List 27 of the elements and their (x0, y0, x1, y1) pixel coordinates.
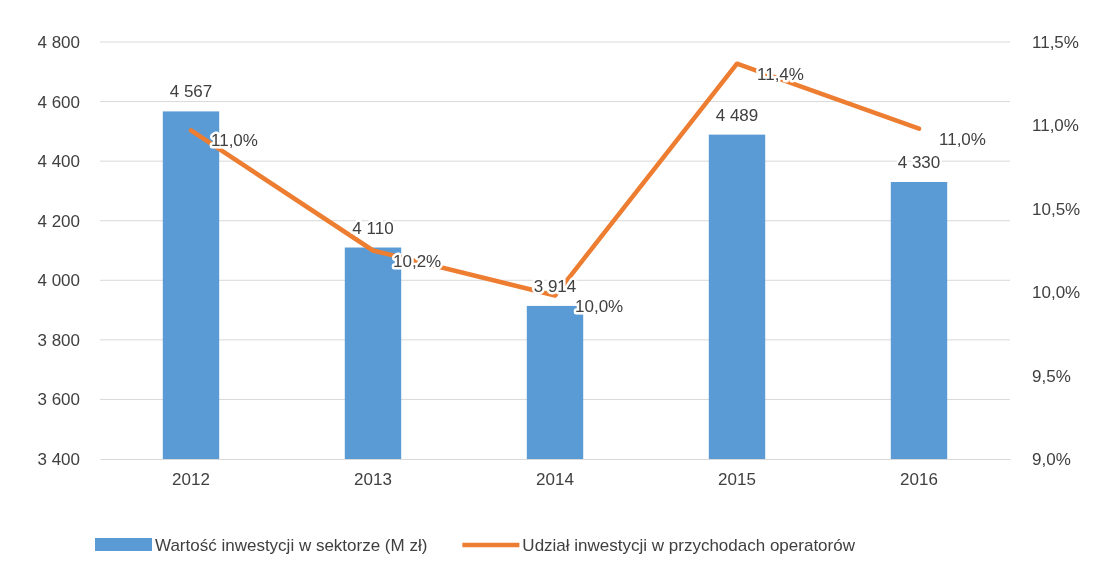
legend-label: Udział inwestycji w przychodach operatorów (522, 536, 856, 555)
y2-tick-label: 9,5% (1032, 366, 1071, 386)
y-tick-label: 4 200 (37, 211, 80, 231)
data-label: 4 110 (352, 218, 394, 238)
y2-tick-label: 10,5% (1032, 199, 1081, 219)
y-tick-label: 3 800 (37, 330, 80, 350)
y2-tick-label: 11,0% (1032, 116, 1079, 136)
x-tick-label: 2016 (900, 470, 938, 490)
data-label: 11,0% (939, 129, 986, 149)
y2-tick-label: 10,0% (1032, 283, 1081, 303)
data-label: 10,0% (575, 296, 624, 316)
data-label: 4 567 (169, 82, 213, 102)
x-tick-label: 2012 (172, 470, 210, 490)
y-tick-label: 3 400 (37, 449, 80, 469)
legend-label: Wartość inwestycji w sektorze (M zł) (155, 536, 428, 555)
data-label: 4 489 (715, 105, 759, 125)
x-tick-label: 2014 (536, 470, 574, 490)
x-tick-label: 2013 (354, 470, 392, 490)
y-tick-label: 4 800 (37, 32, 80, 52)
y-tick-label: 4 000 (37, 271, 80, 291)
y-tick-label: 3 600 (37, 390, 80, 410)
y-tick-label: 4 600 (37, 92, 80, 112)
data-label: 4 330 (897, 152, 941, 172)
y2-tick-label: 9,0% (1032, 449, 1071, 469)
x-tick-label: 2015 (718, 470, 756, 490)
y2-tick-label: 11,5% (1032, 32, 1079, 52)
y-tick-label: 4 400 (37, 152, 80, 172)
